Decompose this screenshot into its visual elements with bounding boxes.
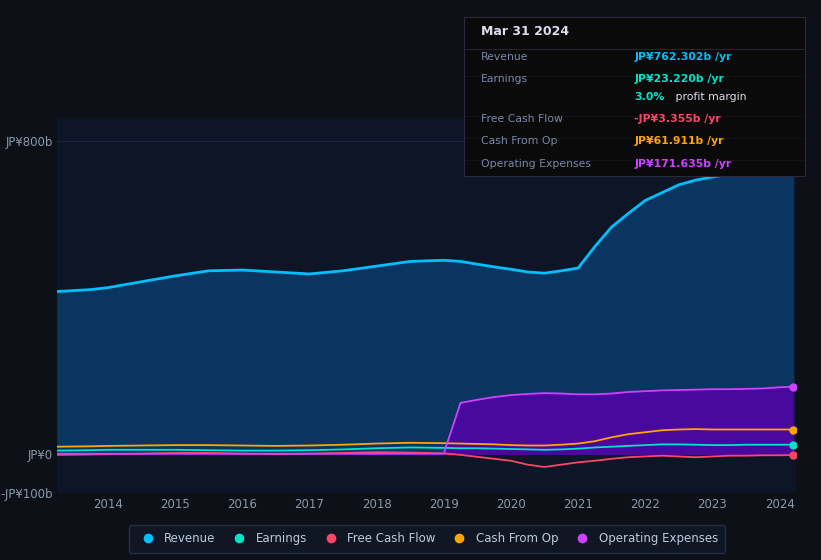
Text: Mar 31 2024: Mar 31 2024 (481, 25, 569, 38)
Text: JP¥61.911b /yr: JP¥61.911b /yr (635, 137, 724, 147)
Text: Earnings: Earnings (481, 74, 528, 84)
Text: JP¥762.302b /yr: JP¥762.302b /yr (635, 52, 732, 62)
Legend: Revenue, Earnings, Free Cash Flow, Cash From Op, Operating Expenses: Revenue, Earnings, Free Cash Flow, Cash … (129, 525, 725, 553)
Text: Operating Expenses: Operating Expenses (481, 159, 591, 169)
Text: Revenue: Revenue (481, 52, 529, 62)
Text: Cash From Op: Cash From Op (481, 137, 557, 147)
Text: Free Cash Flow: Free Cash Flow (481, 114, 562, 124)
Text: JP¥23.220b /yr: JP¥23.220b /yr (635, 74, 724, 84)
Text: 3.0%: 3.0% (635, 92, 664, 102)
Text: profit margin: profit margin (672, 92, 746, 102)
Text: -JP¥3.355b /yr: -JP¥3.355b /yr (635, 114, 721, 124)
Text: JP¥171.635b /yr: JP¥171.635b /yr (635, 159, 732, 169)
